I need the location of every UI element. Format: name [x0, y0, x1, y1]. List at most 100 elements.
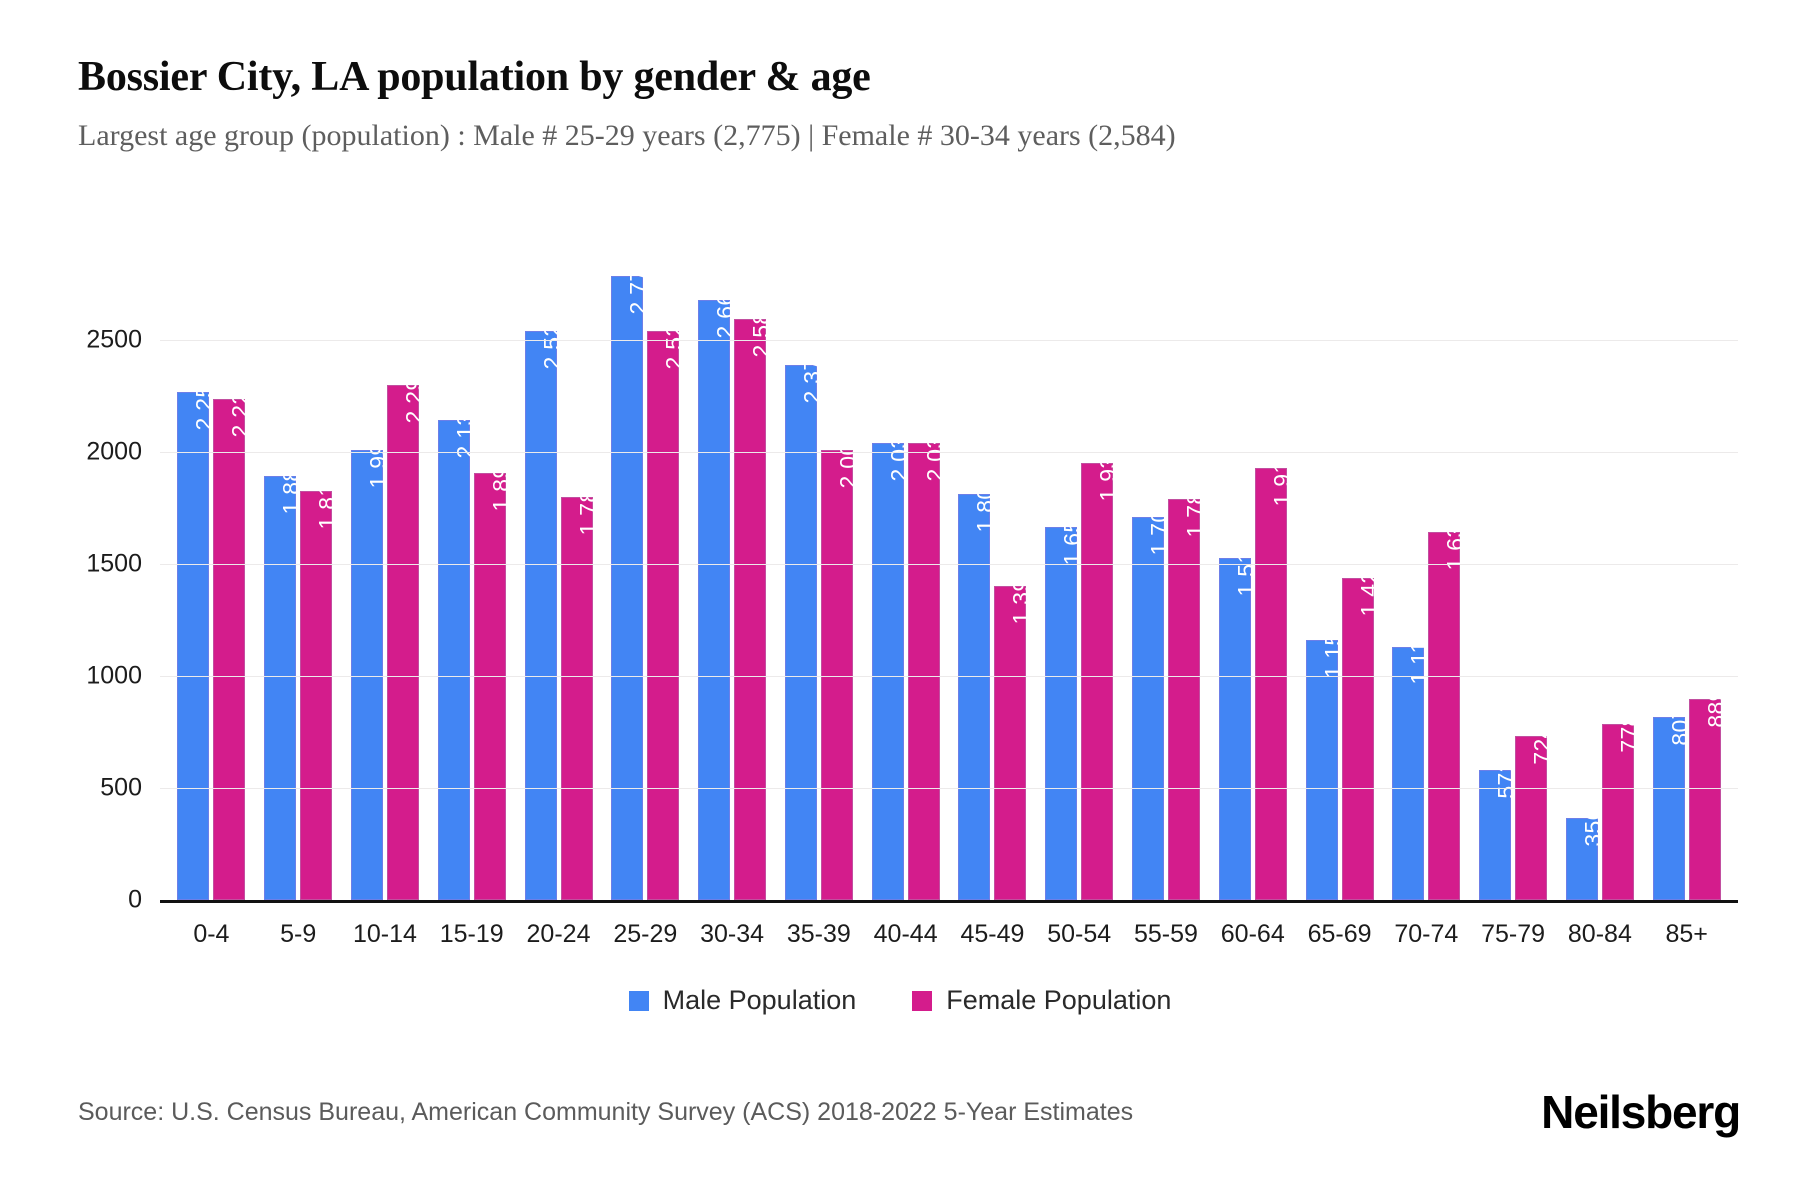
legend-item[interactable]: Male Population: [628, 985, 857, 1016]
bar-group: 1,654 1,939: [1036, 250, 1123, 900]
legend-swatch-icon: [912, 990, 933, 1011]
bar-value-label: 778: [1615, 712, 1642, 753]
bar-group: 1,515 1,919: [1209, 250, 1296, 900]
legend-item[interactable]: Female Population: [912, 985, 1171, 1016]
female-bar[interactable]: 1,787: [560, 477, 601, 900]
bar-group: 1,802 1,391: [949, 250, 1036, 900]
bar-value-label: 1,802: [972, 473, 999, 533]
x-axis-tick-label: 15-19: [439, 920, 504, 948]
male-bar[interactable]: 2,256: [177, 372, 217, 900]
legend-swatch-icon: [628, 990, 649, 1011]
x-axis-tick-label: 10-14: [352, 920, 417, 948]
female-bar[interactable]: 2,001: [820, 429, 861, 900]
y-axis-tick-label: 0: [128, 885, 142, 914]
male-bar[interactable]: 1,802: [958, 474, 998, 900]
bar-group: 1,152 1,427: [1296, 250, 1383, 900]
bar-value-label: 1,818: [314, 470, 341, 530]
male-bar[interactable]: 572: [1479, 759, 1519, 900]
chart-subtitle: Largest age group (population) : Male # …: [78, 119, 1176, 153]
female-bar[interactable]: 724: [1515, 725, 1555, 900]
gridline: [160, 339, 1738, 341]
chart-header: Bossier City, LA population by gender & …: [78, 54, 1740, 154]
female-bar[interactable]: 1,939: [1081, 443, 1121, 900]
chart-footer: Source: U.S. Census Bureau, American Com…: [78, 1085, 1741, 1139]
bar-value-label: 2,584: [748, 298, 775, 358]
female-bar[interactable]: 2,225: [213, 379, 253, 900]
bar-value-label: 2,290: [400, 364, 427, 424]
male-bar[interactable]: 1,654: [1045, 507, 1085, 900]
x-axis-tick-label: 30-34: [700, 920, 765, 948]
bar-value-label: 724: [1529, 725, 1556, 765]
male-bar[interactable]: 1,118: [1392, 628, 1432, 900]
male-bar[interactable]: 807: [1652, 706, 1693, 900]
x-axis-tick-label: 0-4: [193, 920, 230, 948]
x-axis: 0-4 5-9 10-14 15-19 20-24 25-29 30-34 35-39 40-4…: [160, 906, 1738, 949]
bar-group: 572 724: [1470, 250, 1557, 900]
bar-group: 2,132 1,897: [428, 250, 515, 900]
bar-value-label: 1,634: [1442, 511, 1469, 571]
gridline: [160, 787, 1738, 789]
female-bar[interactable]: 1,818: [300, 470, 340, 900]
bar-group: 2,775 2,528: [602, 250, 689, 900]
bar-value-label: 1,897: [487, 452, 514, 512]
plot-area: 0 500 1000 1500 2000 2500 2,256 2,225 1,884 1,81…: [78, 250, 1738, 948]
female-bar[interactable]: 1,919: [1254, 447, 1295, 900]
x-axis-tick-label: 40-44: [873, 920, 938, 948]
bar-value-label: 2,775: [625, 255, 652, 315]
bar-value-label: 2,225: [227, 378, 254, 438]
x-axis-tick-label: 35-39: [786, 920, 851, 948]
bar-value-label: 2,132: [451, 399, 478, 459]
y-axis-tick-label: 1500: [86, 549, 142, 578]
female-bar[interactable]: 1,427: [1341, 558, 1382, 900]
x-axis-tick-label: 45-49: [960, 920, 1025, 948]
y-axis-tick-label: 2000: [86, 437, 142, 466]
female-bar[interactable]: 889: [1688, 688, 1729, 900]
bar-value-label: 1,427: [1355, 557, 1382, 617]
female-bar[interactable]: 2,031: [907, 422, 948, 900]
x-axis-tick-label: 70-74: [1394, 920, 1459, 948]
y-axis-tick-label: 1000: [86, 661, 142, 690]
bar-value-label: 1,787: [574, 476, 601, 536]
male-bar[interactable]: 1,702: [1131, 496, 1172, 900]
female-bar[interactable]: 1,391: [994, 566, 1034, 900]
x-axis-tick-label: 20-24: [526, 920, 591, 948]
bar-group: 807 889: [1643, 250, 1730, 900]
female-bar[interactable]: 778: [1601, 713, 1642, 900]
bar-group: 2,379 2,001: [775, 250, 862, 900]
bar-group: 1,999 2,290: [342, 250, 429, 900]
female-bar[interactable]: 1,897: [473, 452, 514, 900]
female-bar[interactable]: 2,290: [386, 364, 427, 900]
male-bar[interactable]: 1,152: [1305, 619, 1346, 900]
male-bar[interactable]: 2,379: [784, 344, 825, 900]
x-axis-tick-label: 60-64: [1220, 920, 1285, 948]
male-bar[interactable]: 2,529: [524, 311, 565, 900]
chart-legend: Male Population Female Population: [0, 985, 1800, 1016]
female-bar[interactable]: 1,780: [1167, 479, 1208, 900]
y-axis-tick-label: 500: [100, 773, 142, 802]
male-bar[interactable]: 1,999: [350, 429, 391, 900]
source-note: Source: U.S. Census Bureau, American Com…: [78, 1097, 1134, 1126]
x-axis-tick-label: 80-84: [1567, 920, 1632, 948]
gridline: [160, 451, 1738, 453]
x-axis-tick-label: 85+: [1665, 920, 1708, 948]
male-bar[interactable]: 2,775: [611, 256, 651, 900]
male-bar[interactable]: 1,884: [264, 455, 304, 900]
grid-area: 2,256 2,225 1,884 1,818 1,999 2,290 2,132 1,897…: [160, 250, 1738, 903]
female-bar[interactable]: 1,634: [1428, 511, 1468, 900]
y-axis: 0 500 1000 1500 2000 2500: [78, 250, 150, 913]
male-bar[interactable]: 356: [1565, 808, 1606, 900]
female-bar[interactable]: 2,528: [647, 311, 687, 900]
male-bar[interactable]: 2,666: [698, 280, 738, 900]
legend-label: Male Population: [662, 985, 857, 1015]
male-bar[interactable]: 2,031: [871, 422, 912, 900]
x-axis-tick-label: 5-9: [280, 920, 317, 948]
bar-group: 2,031 2,031: [862, 250, 949, 900]
male-bar[interactable]: 1,515: [1218, 538, 1259, 900]
bar-group: 2,529 1,787: [515, 250, 602, 900]
bar-value-label: 889: [1702, 688, 1729, 728]
x-axis-tick-label: 25-29: [613, 920, 678, 948]
bar-value-label: 2,379: [798, 344, 825, 404]
female-bar[interactable]: 2,584: [734, 298, 774, 900]
male-bar[interactable]: 2,132: [437, 400, 478, 900]
